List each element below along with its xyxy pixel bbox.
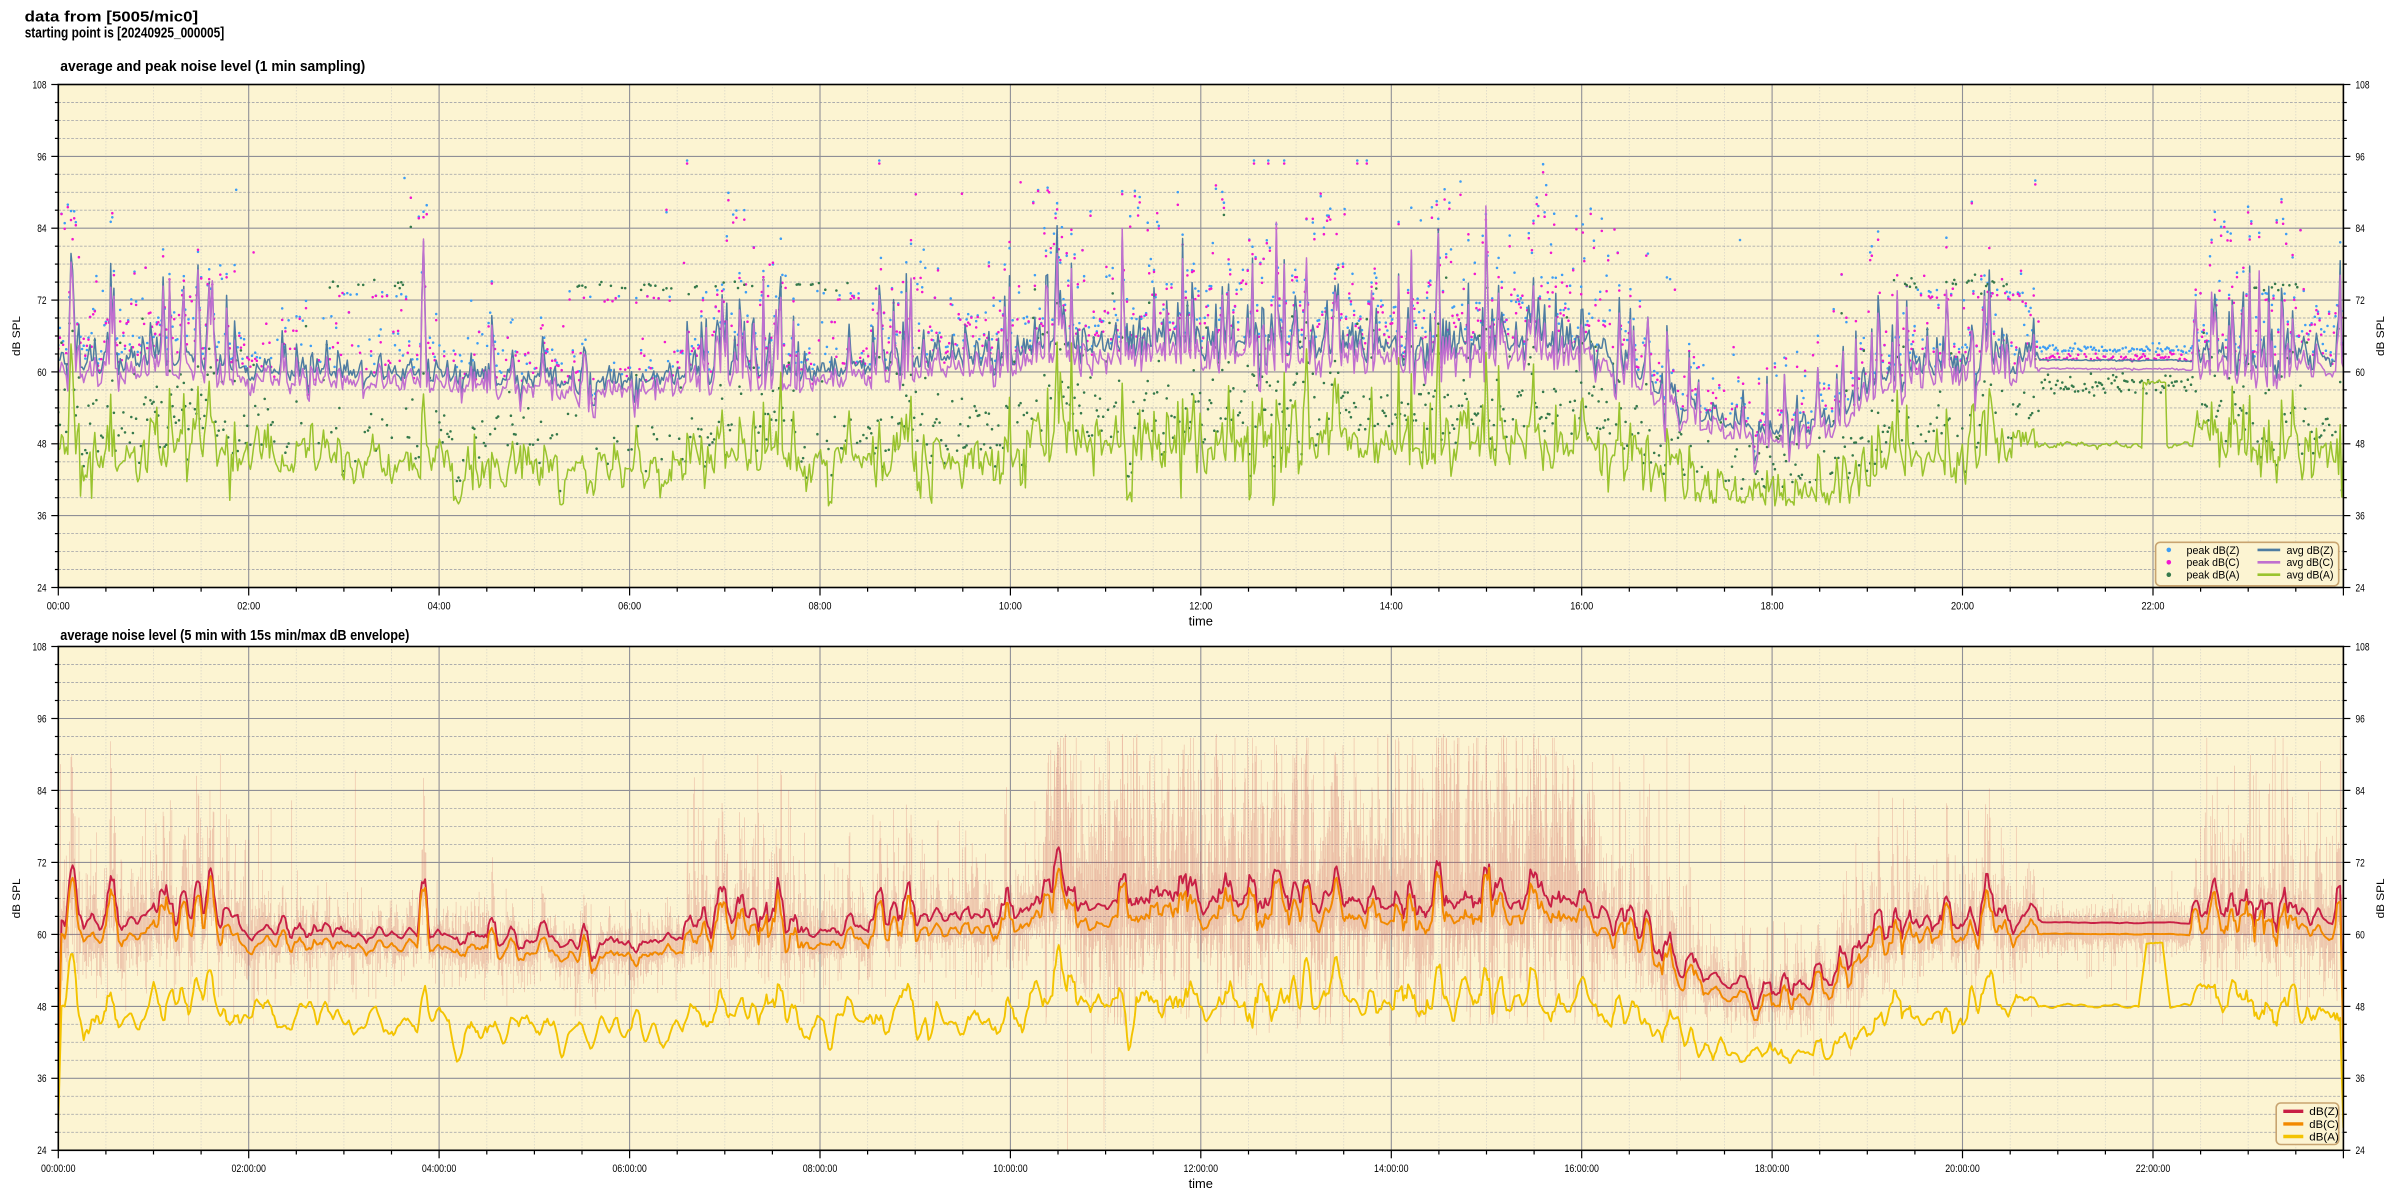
svg-text:dB SPL: dB SPL [2375, 316, 2387, 356]
svg-text:108: 108 [2356, 641, 2370, 653]
svg-text:10:00: 10:00 [999, 600, 1022, 612]
svg-text:48: 48 [2356, 439, 2365, 451]
svg-text:16:00:00: 16:00:00 [1564, 1163, 1599, 1175]
svg-text:96: 96 [2356, 713, 2365, 725]
svg-text:24: 24 [37, 582, 46, 594]
svg-text:peak dB(A): peak dB(A) [2187, 570, 2240, 582]
svg-text:average and peak noise level (: average and peak noise level (1 min samp… [60, 58, 365, 75]
svg-text:peak dB(C): peak dB(C) [2187, 557, 2240, 569]
svg-text:108: 108 [33, 641, 47, 653]
svg-text:starting point is [20240925_00: starting point is [20240925_000005] [25, 25, 225, 42]
svg-text:14:00: 14:00 [1380, 600, 1403, 612]
svg-text:time: time [1189, 1177, 1213, 1191]
svg-text:06:00:00: 06:00:00 [612, 1163, 647, 1175]
svg-text:dB(C): dB(C) [2309, 1119, 2339, 1131]
svg-text:84: 84 [37, 785, 46, 797]
svg-text:48: 48 [37, 1001, 46, 1013]
svg-text:06:00: 06:00 [618, 600, 641, 612]
svg-text:36: 36 [37, 1073, 46, 1085]
svg-text:24: 24 [2356, 1145, 2365, 1157]
svg-text:16:00: 16:00 [1570, 600, 1593, 612]
svg-text:108: 108 [33, 79, 47, 91]
svg-text:48: 48 [37, 439, 46, 451]
svg-text:12:00:00: 12:00:00 [1184, 1163, 1219, 1175]
svg-text:dB(A): dB(A) [2309, 1131, 2339, 1143]
svg-text:08:00:00: 08:00:00 [803, 1163, 838, 1175]
svg-text:12:00: 12:00 [1189, 600, 1212, 612]
svg-text:10:00:00: 10:00:00 [993, 1163, 1028, 1175]
svg-text:00:00: 00:00 [47, 600, 70, 612]
svg-text:04:00:00: 04:00:00 [422, 1163, 457, 1175]
svg-text:avg dB(A): avg dB(A) [2287, 570, 2334, 582]
svg-text:72: 72 [37, 295, 46, 307]
svg-text:24: 24 [37, 1145, 46, 1157]
svg-text:36: 36 [2356, 1073, 2365, 1085]
svg-text:96: 96 [37, 151, 46, 163]
svg-text:data from [5005/mic0]: data from [5005/mic0] [25, 9, 199, 26]
svg-text:72: 72 [37, 857, 46, 869]
svg-text:18:00: 18:00 [1761, 600, 1784, 612]
svg-text:20:00: 20:00 [1951, 600, 1974, 612]
svg-text:72: 72 [2356, 295, 2365, 307]
svg-text:72: 72 [2356, 857, 2365, 869]
svg-text:84: 84 [2356, 785, 2365, 797]
svg-text:dB SPL: dB SPL [2375, 878, 2387, 918]
svg-text:08:00: 08:00 [809, 600, 832, 612]
svg-text:00:00:00: 00:00:00 [41, 1163, 76, 1175]
svg-text:average noise level (5 min wit: average noise level (5 min with 15s min/… [60, 627, 409, 644]
svg-text:60: 60 [2356, 929, 2365, 941]
svg-text:04:00: 04:00 [428, 600, 451, 612]
svg-text:avg dB(Z): avg dB(Z) [2287, 545, 2334, 557]
svg-text:84: 84 [37, 223, 46, 235]
svg-text:02:00: 02:00 [237, 600, 260, 612]
svg-text:dB SPL: dB SPL [11, 316, 23, 356]
svg-text:dB(Z): dB(Z) [2309, 1106, 2339, 1118]
svg-text:avg dB(C): avg dB(C) [2287, 557, 2334, 569]
svg-text:60: 60 [37, 929, 46, 941]
svg-text:60: 60 [37, 367, 46, 379]
svg-text:18:00:00: 18:00:00 [1755, 1163, 1790, 1175]
svg-text:48: 48 [2356, 1001, 2365, 1013]
svg-text:60: 60 [2356, 367, 2365, 379]
svg-text:108: 108 [2356, 79, 2370, 91]
svg-text:36: 36 [37, 511, 46, 523]
svg-text:02:00:00: 02:00:00 [231, 1163, 266, 1175]
svg-text:time: time [1189, 615, 1213, 629]
svg-text:20:00:00: 20:00:00 [1945, 1163, 1980, 1175]
svg-text:96: 96 [37, 713, 46, 725]
svg-text:22:00: 22:00 [2142, 600, 2165, 612]
svg-text:dB SPL: dB SPL [11, 878, 23, 918]
svg-text:14:00:00: 14:00:00 [1374, 1163, 1409, 1175]
svg-text:peak dB(Z): peak dB(Z) [2187, 545, 2240, 557]
svg-text:96: 96 [2356, 151, 2365, 163]
svg-text:24: 24 [2356, 582, 2365, 594]
svg-text:36: 36 [2356, 511, 2365, 523]
svg-text:22:00:00: 22:00:00 [2136, 1163, 2171, 1175]
svg-text:84: 84 [2356, 223, 2365, 235]
